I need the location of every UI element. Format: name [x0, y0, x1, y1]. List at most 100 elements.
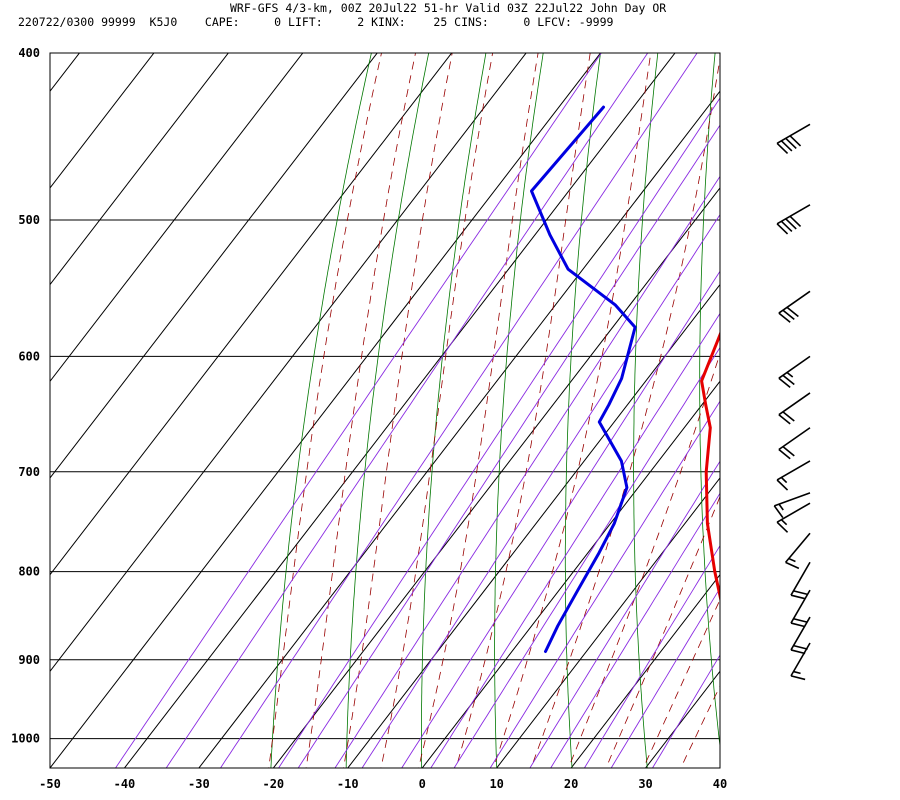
dry-adiabat-line [699, 53, 720, 750]
wind-barb-half-flag [788, 557, 796, 563]
isotherm-line [719, 767, 720, 768]
dry-adiabat-line [420, 53, 487, 768]
wind-barb-flag [782, 374, 795, 386]
moist-adiabat-line [530, 55, 720, 768]
wind-barb-flag [785, 137, 797, 150]
moist-adiabat-line [343, 53, 453, 768]
wind-barb-flag [793, 590, 808, 596]
wind-barb-flag [790, 675, 806, 681]
moist-adiabat-line [268, 53, 382, 768]
wind-barb-flag [778, 414, 791, 425]
isotherm-line [272, 187, 720, 768]
mixing-ratio-line [219, 53, 698, 768]
wind-barb-flag [778, 312, 791, 323]
wind-barb-flag [776, 142, 789, 155]
dry-adiabat-line [633, 53, 659, 768]
moist-adiabat-line [568, 352, 720, 768]
wind-barb-staff [774, 492, 811, 507]
x-tick-label: -20 [262, 777, 284, 791]
dewpoint-trace [530, 105, 637, 653]
wind-barb [790, 589, 811, 628]
wind-barb-half-flag [780, 519, 788, 526]
wind-barb-flag [773, 505, 784, 519]
wind-barb-flag [780, 140, 793, 152]
mixing-ratio-lines [114, 53, 720, 768]
wind-barb [784, 532, 811, 570]
dry-adiabat-line [886, 34, 900, 775]
wind-barb-flag [776, 479, 789, 491]
moist-adiabat-line [680, 685, 720, 768]
moist-adiabat-line [605, 495, 720, 768]
mixing-ratio-line [489, 400, 720, 768]
x-tick-label: -50 [39, 777, 61, 791]
wind-barb-flag [793, 644, 808, 650]
wind-barb [773, 492, 811, 519]
moist-adiabat-line [380, 53, 494, 768]
y-tick-label: 400 [18, 46, 40, 60]
mixing-ratio-line [297, 124, 720, 768]
wind-barb-staff [778, 392, 811, 416]
wind-barb-half-flag [786, 371, 794, 378]
isobar-grid [50, 52, 720, 740]
header-indices: 220722/0300 99999 K5J0 CAPE: 0 LIFT: 2 K… [18, 15, 614, 29]
isotherm-line [198, 90, 720, 768]
wind-barb [778, 392, 811, 425]
moist-adiabat-line [642, 598, 720, 768]
x-tick-label: -30 [188, 777, 210, 791]
wind-barb [776, 460, 811, 491]
mixing-ratio-line [453, 346, 720, 768]
isotherm-line [50, 53, 304, 383]
isotherm-line [50, 53, 602, 768]
wind-barb-flag [785, 218, 797, 230]
dry-adiabat-line [494, 53, 544, 768]
mixing-ratio-line [165, 53, 649, 768]
wind-barb-staff [776, 460, 811, 481]
mixing-ratio-line [401, 270, 720, 768]
mixing-ratio-line [651, 654, 720, 768]
wind-barb-flag [785, 561, 800, 570]
wind-barb-half-flag [778, 503, 784, 511]
isotherm-line [50, 53, 229, 286]
wind-barb-staff [776, 502, 811, 523]
dry-adiabats [270, 34, 900, 775]
wind-barb [778, 427, 811, 460]
wind-barb-flag [782, 411, 795, 422]
x-tick-label: 0 [419, 777, 426, 791]
isotherm-line [50, 53, 155, 189]
wind-barb-staff [790, 589, 811, 624]
y-tick-labels: 400 500 600 700 800 900 1000 [11, 46, 40, 746]
y-tick-label: 800 [18, 565, 40, 579]
isotherm-grid [50, 53, 720, 768]
wind-barb-staff [778, 355, 811, 379]
wind-barb-flag [790, 649, 806, 655]
wind-barb-flag [776, 223, 789, 235]
wind-barb-staff [778, 290, 811, 314]
wind-barb [776, 123, 811, 155]
mixing-ratio-line [114, 53, 602, 768]
isotherm-line [123, 53, 676, 768]
x-tick-label: 40 [713, 777, 727, 791]
wind-barb-flag [790, 594, 806, 600]
wind-barb [778, 290, 811, 323]
wind-barb-flag [789, 215, 802, 228]
wind-barb-staff [776, 123, 811, 145]
y-tick-label: 900 [18, 653, 40, 667]
y-tick-label: 700 [18, 465, 40, 479]
x-tick-labels: -50 -40 -30 -20 -10 0 10 20 30 40 [39, 777, 727, 791]
isotherm-line [570, 573, 720, 768]
moist-adiabats [268, 53, 720, 768]
isotherm-line [50, 53, 453, 576]
x-tick-label: -40 [114, 777, 136, 791]
plot-frame [49, 52, 721, 769]
wind-barb-flag [793, 617, 808, 624]
wind-barb-flag [776, 521, 789, 533]
wind-barb-flag [780, 220, 793, 233]
isotherm-line [347, 283, 720, 768]
moist-adiabat-line [493, 53, 652, 768]
dry-adiabat-line [564, 53, 601, 768]
x-tick-label: -10 [337, 777, 359, 791]
wind-barb-flag [778, 377, 791, 388]
moist-adiabat-line [418, 53, 539, 768]
isotherm-line [421, 380, 720, 768]
